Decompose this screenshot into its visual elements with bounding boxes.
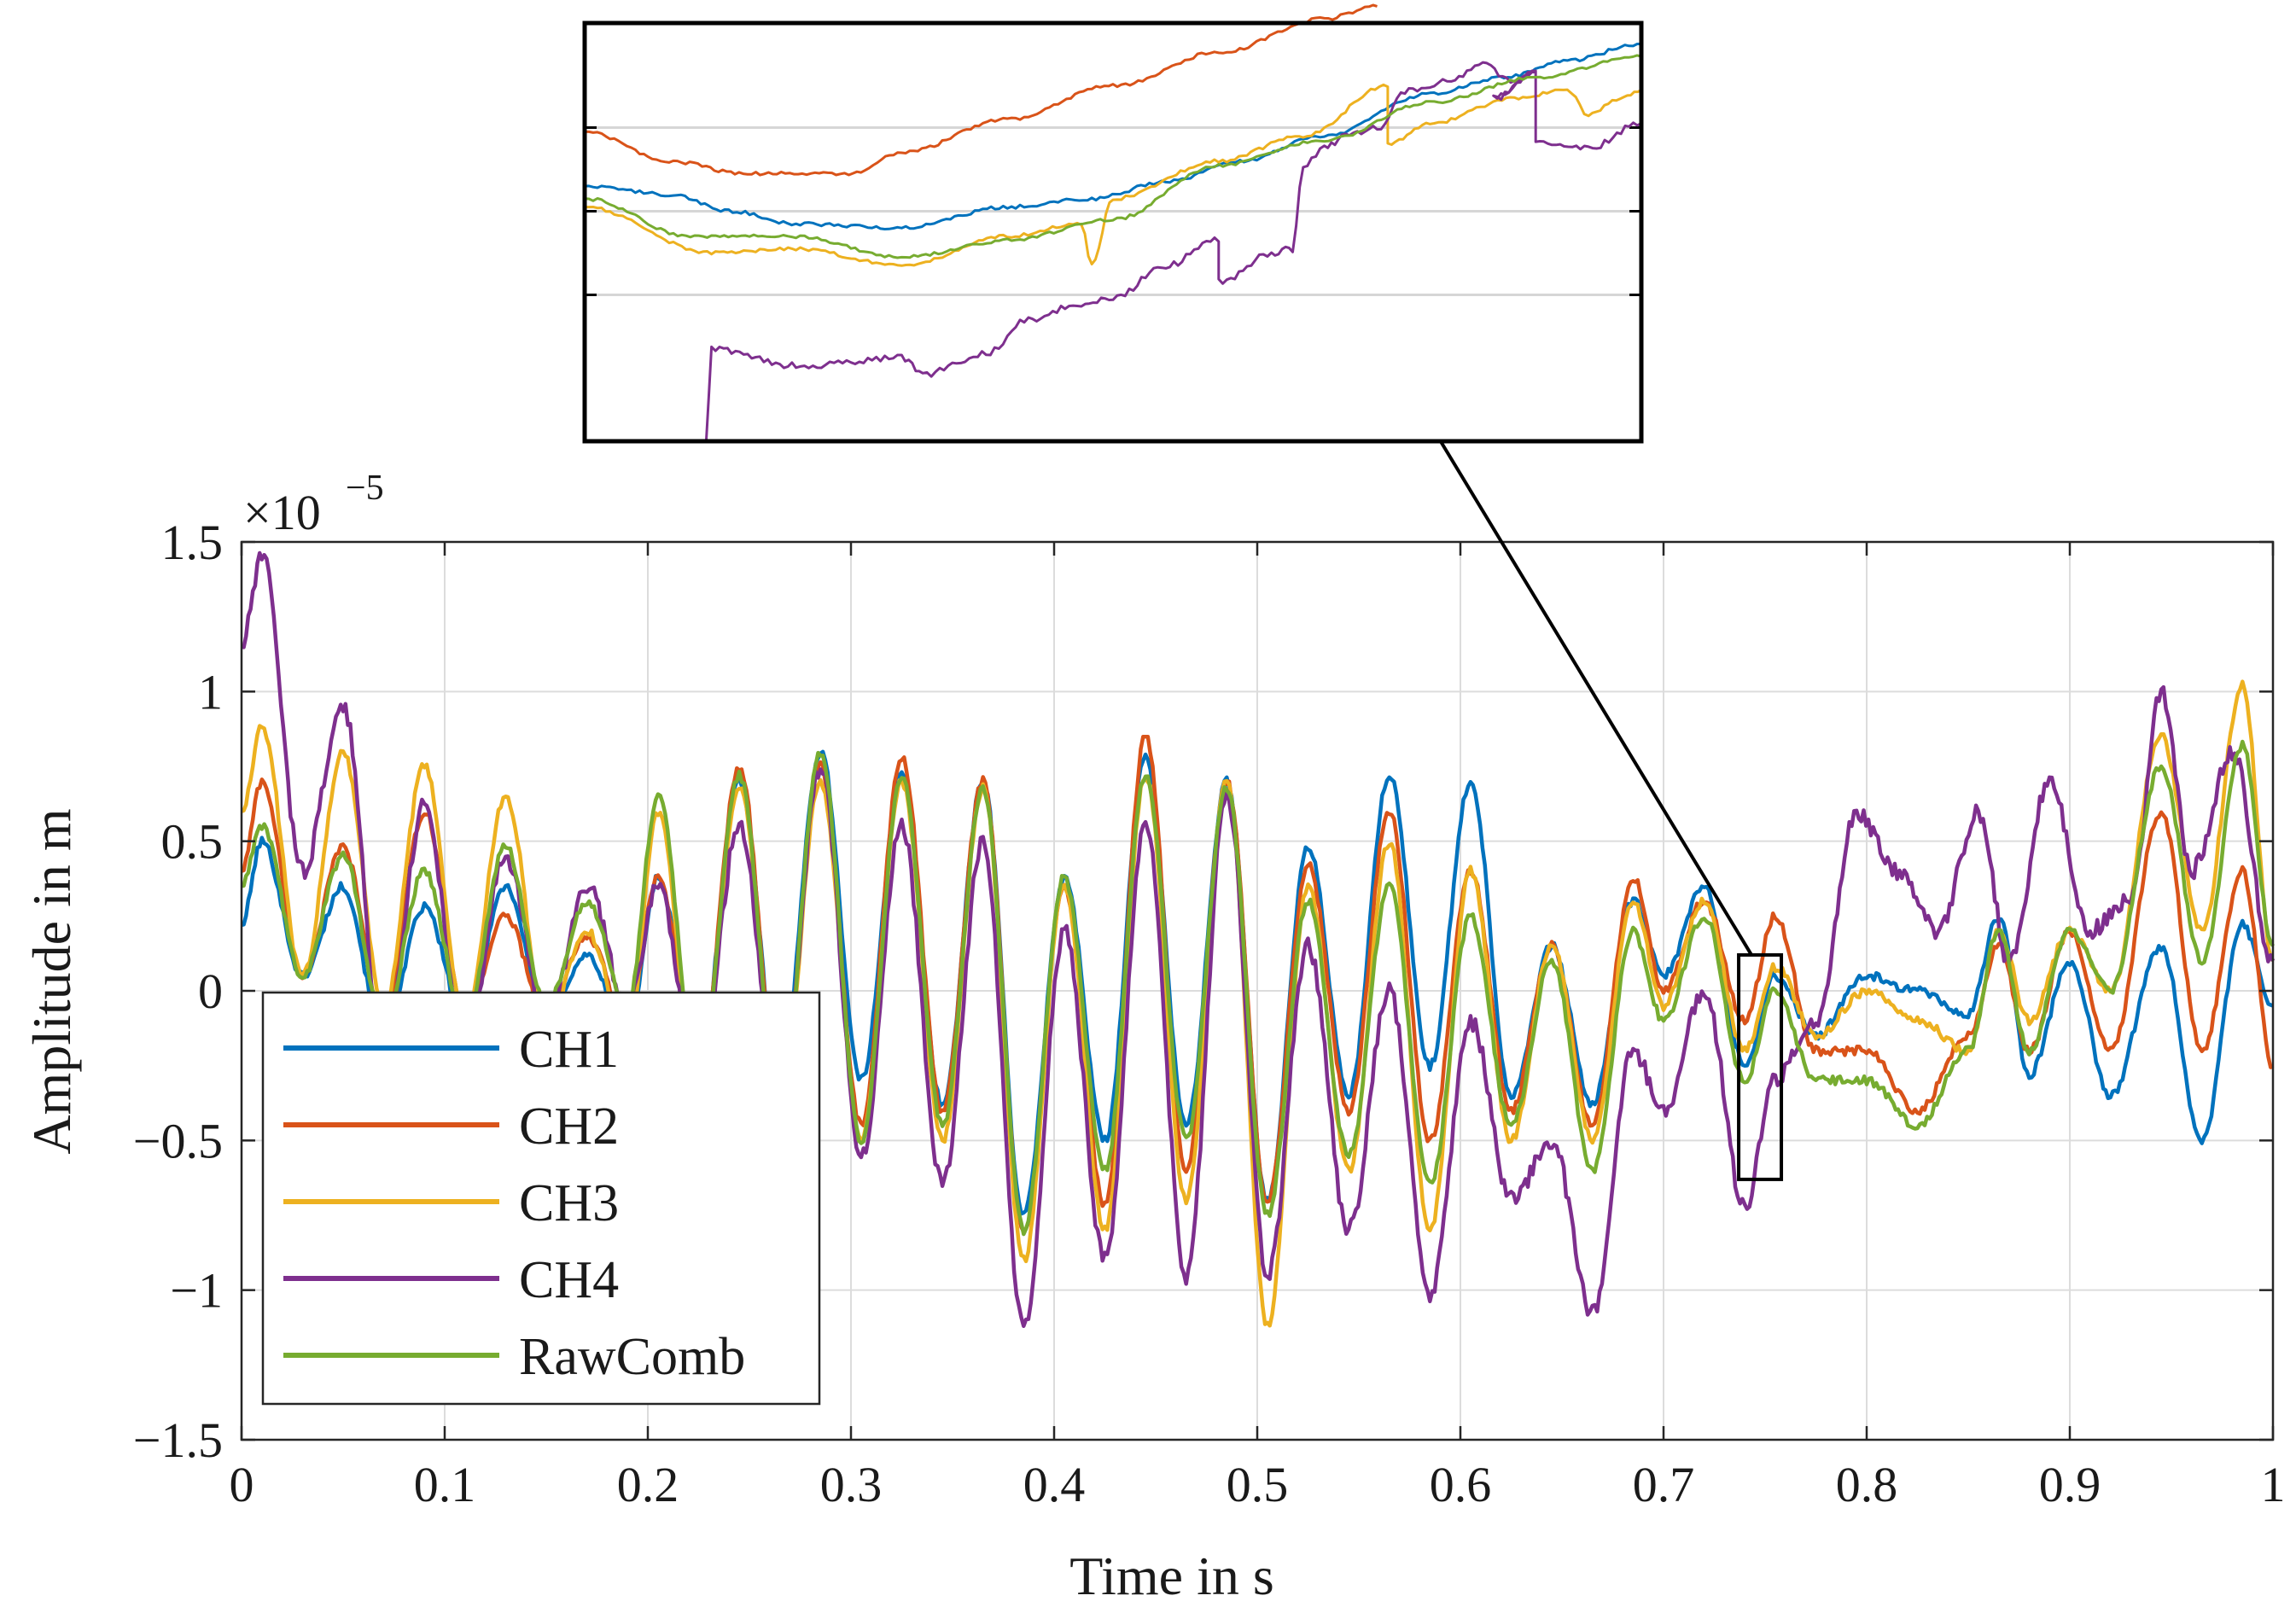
legend-label-ch2: CH2 [519,1098,619,1156]
y-exponent-base: ×10 [243,485,321,540]
inset-background [585,23,1641,441]
x-tick-label-0-5: 0.5 [1227,1457,1289,1512]
x-tick-label-0-9: 0.9 [2039,1457,2101,1512]
legend-label-ch3: CH3 [519,1174,619,1232]
series-line-ch3 [241,679,2275,1328]
inset-series-line-ch1 [584,43,1641,230]
legend-box [261,991,821,1406]
y-tick-label-1: 1 [198,664,223,719]
x-tick-label-0-3: 0.3 [820,1457,883,1512]
series-line-rawcomb [241,739,2275,1237]
inset-series-line-ch3 [585,83,1642,267]
x-tick-label-0-7: 0.7 [1633,1457,1695,1512]
y-tick-label-0: 0 [198,964,223,1019]
x-tick-label-1: 1 [2261,1457,2286,1512]
ticks: 0 0.1 0.2 0.3 0.4 0.5 0.6 0.7 0.8 0.9 1 1.5 1 0.5 0 −0.… [133,515,2286,1512]
y-exponent-power: −5 [346,469,384,508]
y-tick-label-1-5: −1.5 [133,1412,223,1468]
inset-series-line-rawcomb [584,54,1642,259]
y-tick-label-0-5: −0.5 [133,1113,223,1168]
inset-series-line-ch4 [704,61,1642,442]
inset-plot [582,3,1644,444]
x-tick-label-0-6: 0.6 [1430,1457,1492,1512]
y-axis-label: Amplitude in m [21,808,82,1154]
y-exponent: ×10 −5 [243,469,384,540]
series-line-ch4 [241,550,2276,1329]
x-axis-label: Time in s [1069,1546,1274,1606]
inset-grid [585,126,1641,296]
inset-frame [582,20,1644,444]
x-tick-label-0-8: 0.8 [1836,1457,1898,1512]
x-tick-label-0-1: 0.1 [414,1457,476,1512]
x-tick-label-0: 0 [230,1457,254,1512]
x-tick-label-0-2: 0.2 [617,1457,679,1512]
zoom-connector-line [1439,440,1753,956]
legend: CH1 CH2 CH3 CH4 RawComb [261,991,821,1406]
legend-label-rawcomb: RawComb [519,1328,745,1386]
legend-label-ch4: CH4 [519,1251,619,1309]
legend-label-ch1: CH1 [519,1021,619,1079]
series-layer [241,550,2276,1329]
zoom-window [1737,952,1784,1181]
y-tick-label-0-5: 0.5 [161,814,224,870]
inset-series-line-ch2 [585,3,1378,177]
y-tick-label-1: −1 [170,1263,223,1319]
y-tick-label-1-5: 1.5 [161,515,224,570]
x-tick-label-0-4: 0.4 [1023,1457,1086,1512]
inset-series-layer [584,3,1642,442]
